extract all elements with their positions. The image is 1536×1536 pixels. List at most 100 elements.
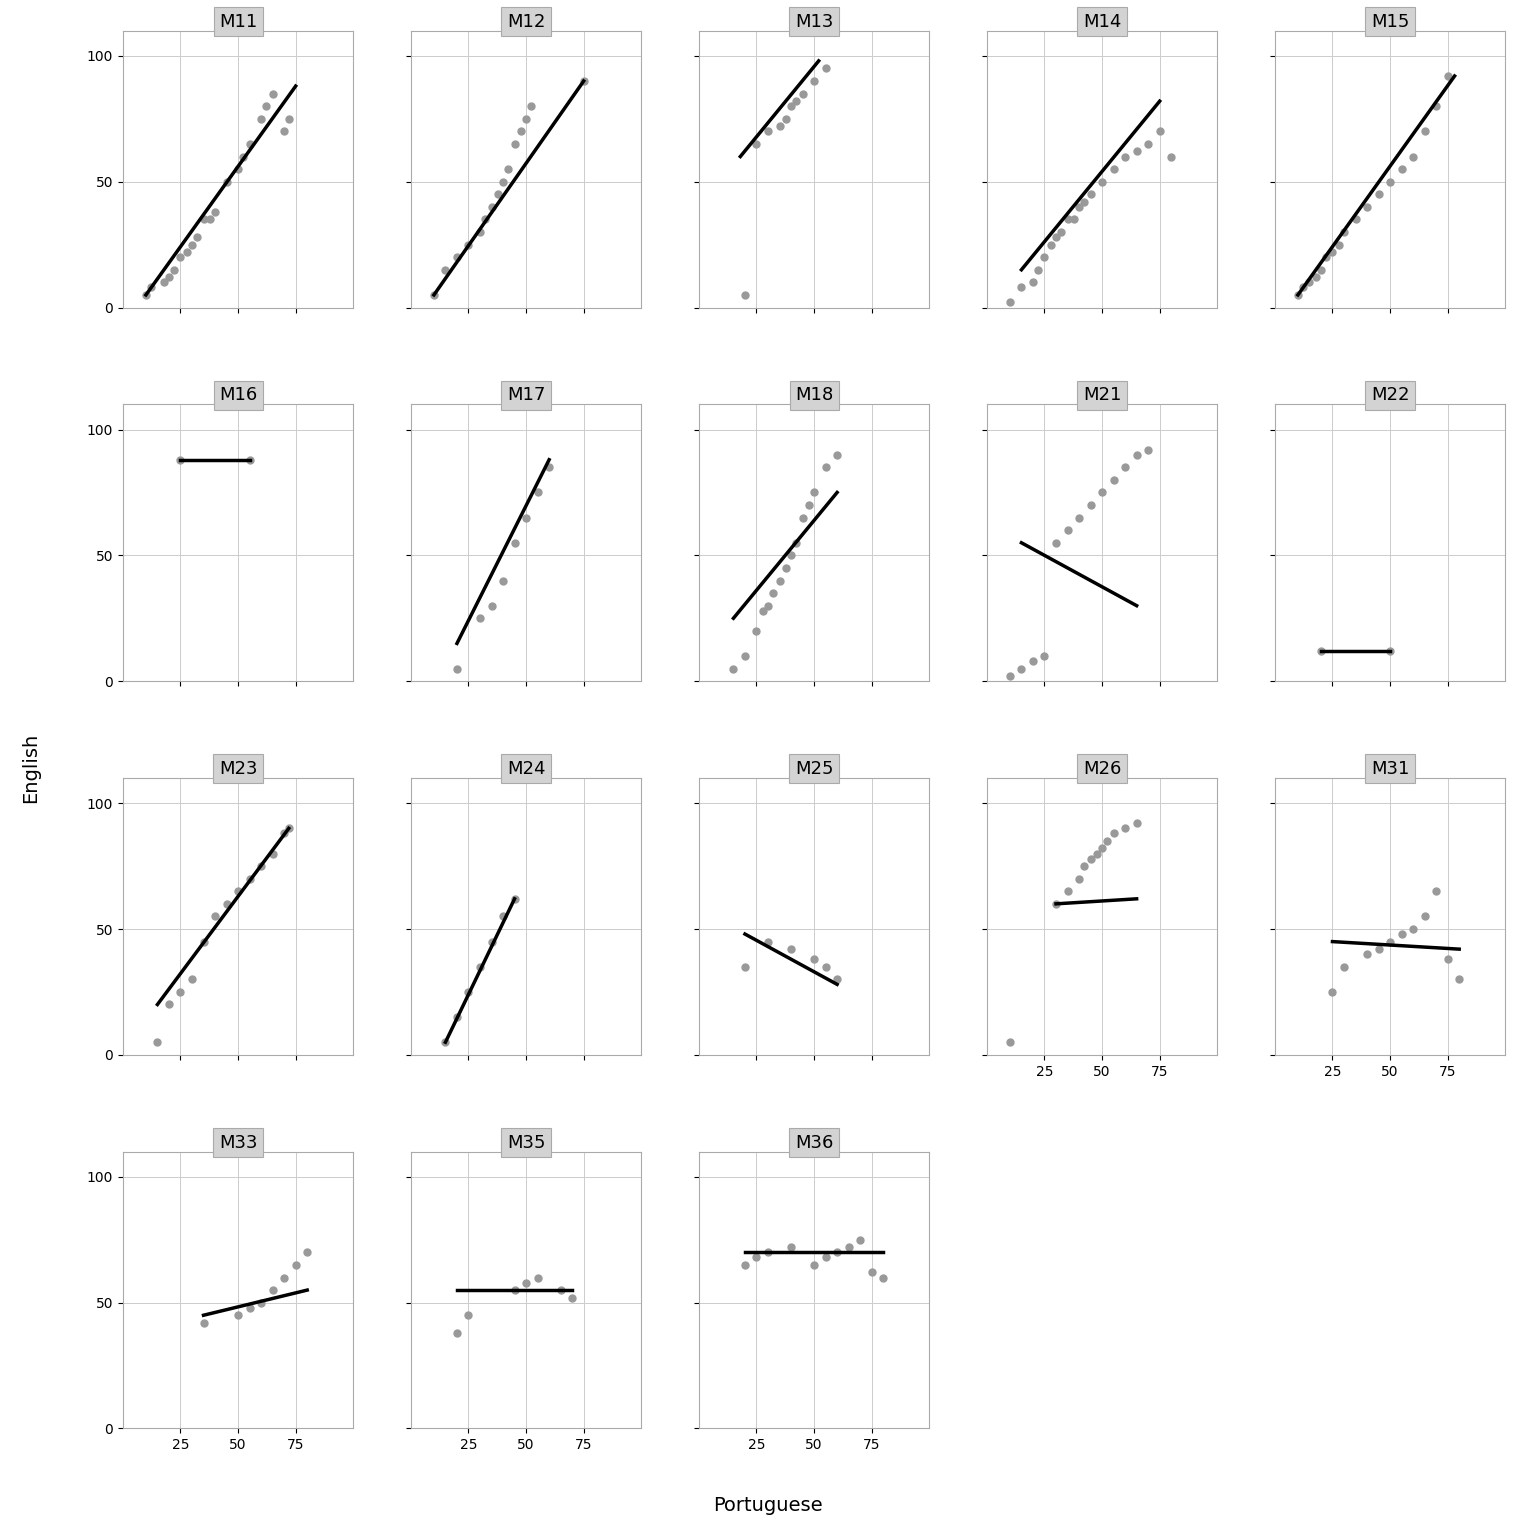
Point	[997, 664, 1021, 688]
Point	[1071, 189, 1095, 214]
Point	[276, 106, 301, 131]
Point	[167, 244, 194, 269]
Point	[513, 1270, 539, 1295]
Point	[779, 1235, 803, 1260]
Point	[1066, 866, 1091, 891]
Title: M18: M18	[796, 386, 833, 404]
Point	[175, 240, 200, 264]
Point	[1094, 828, 1118, 852]
Point	[802, 481, 826, 505]
Point	[492, 169, 516, 194]
Point	[1055, 207, 1080, 232]
Point	[144, 1031, 169, 1055]
Point	[492, 905, 516, 929]
Point	[1055, 879, 1080, 903]
Point	[561, 1286, 585, 1310]
Point	[1032, 644, 1057, 668]
Point	[1378, 639, 1402, 664]
Point	[1048, 220, 1072, 244]
Point	[1309, 258, 1333, 283]
Point	[1089, 481, 1114, 505]
Point	[214, 891, 240, 915]
Point	[502, 530, 527, 554]
Point	[1124, 140, 1149, 164]
Point	[510, 120, 535, 144]
Point	[538, 455, 562, 479]
Point	[1342, 207, 1367, 232]
Point	[249, 1290, 273, 1315]
Point	[157, 266, 181, 290]
Point	[260, 81, 286, 106]
Point	[502, 132, 527, 157]
Point	[733, 283, 757, 307]
Point	[1401, 917, 1425, 942]
Title: M15: M15	[1372, 12, 1409, 31]
Point	[253, 94, 278, 118]
Point	[1424, 94, 1448, 118]
Point	[445, 656, 470, 680]
Point	[479, 929, 504, 954]
Point	[502, 1278, 527, 1303]
Point	[1101, 157, 1126, 181]
Point	[1355, 195, 1379, 220]
Point	[157, 992, 181, 1017]
Point	[743, 619, 768, 644]
Title: M36: M36	[796, 1134, 833, 1152]
Point	[1327, 232, 1352, 257]
Point	[790, 505, 814, 530]
Point	[295, 1240, 319, 1264]
Point	[1435, 946, 1459, 971]
Point	[1020, 270, 1044, 295]
Point	[802, 946, 826, 971]
Point	[779, 544, 803, 568]
Point	[467, 607, 492, 631]
Point	[513, 505, 539, 530]
Point	[260, 1278, 286, 1303]
Point	[1124, 442, 1149, 467]
Point	[525, 481, 550, 505]
Point	[1355, 942, 1379, 966]
Point	[272, 822, 296, 846]
Point	[1367, 181, 1392, 206]
Point	[433, 1031, 458, 1055]
Point	[495, 157, 519, 181]
Point	[814, 1246, 839, 1270]
Point	[814, 954, 839, 978]
Title: M16: M16	[220, 386, 257, 404]
Point	[848, 1227, 872, 1252]
Point	[519, 94, 544, 118]
Point	[997, 1031, 1021, 1055]
Point	[774, 106, 799, 131]
Point	[1319, 980, 1346, 1005]
Point	[797, 493, 822, 518]
Point	[1319, 240, 1346, 264]
Point	[1066, 195, 1091, 220]
Point	[467, 220, 492, 244]
Point	[479, 593, 504, 617]
Title: M12: M12	[507, 12, 545, 31]
Point	[1424, 879, 1448, 903]
Point	[485, 181, 510, 206]
Point	[272, 1266, 296, 1290]
Point	[1044, 891, 1069, 915]
Point	[1026, 258, 1051, 283]
Point	[456, 232, 481, 257]
Point	[1286, 283, 1310, 307]
Point	[1020, 648, 1044, 673]
Point	[138, 275, 163, 300]
Point	[1009, 275, 1034, 300]
Title: M11: M11	[220, 12, 257, 31]
Point	[190, 1310, 215, 1335]
Point	[214, 169, 240, 194]
Point	[1101, 822, 1126, 846]
Point	[1447, 968, 1471, 992]
Point	[1412, 120, 1436, 144]
Point	[760, 581, 785, 605]
Point	[1378, 929, 1402, 954]
Point	[260, 842, 286, 866]
Point	[751, 599, 776, 624]
Point	[1332, 220, 1356, 244]
Point	[1044, 224, 1069, 249]
Text: English: English	[22, 733, 40, 803]
Title: M23: M23	[218, 760, 258, 777]
